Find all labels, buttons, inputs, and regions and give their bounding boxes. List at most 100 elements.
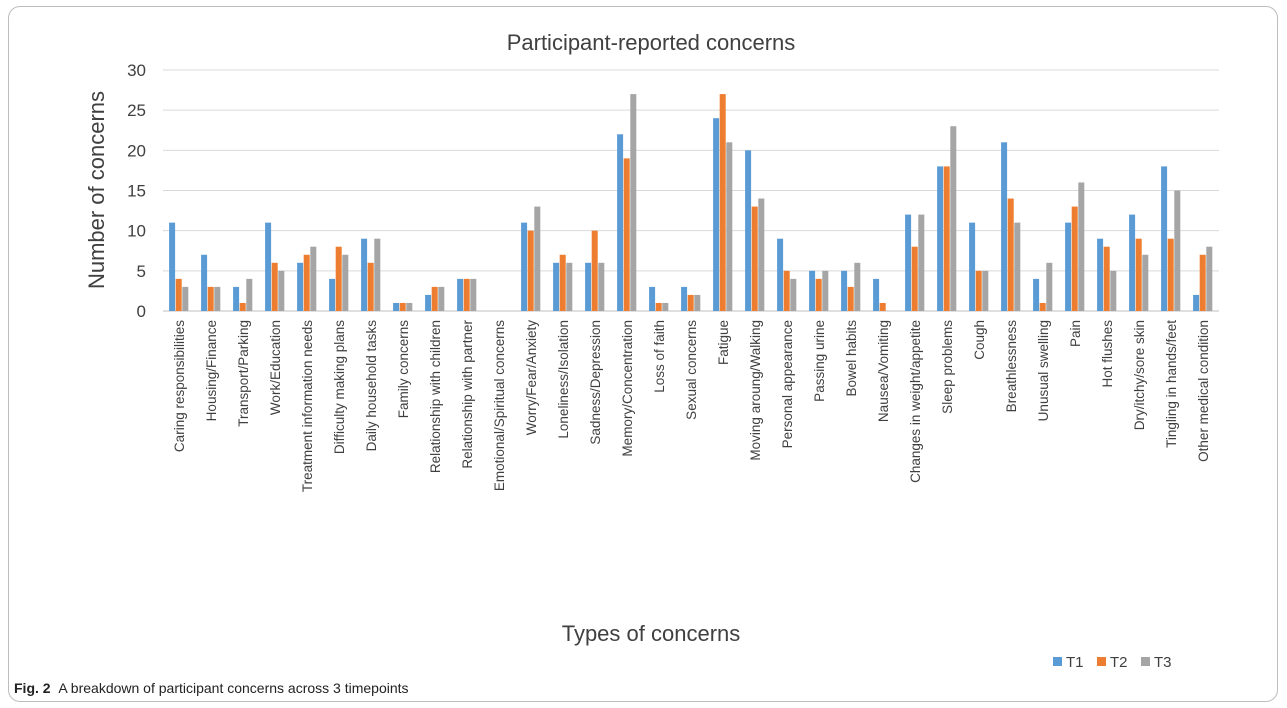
x-tick-label: Relationship with children <box>428 320 443 473</box>
bar-t2 <box>911 246 918 311</box>
x-tick-label: Other medical condition <box>1196 320 1211 462</box>
x-tick-label: Sleep problems <box>940 320 955 414</box>
bar-t3 <box>1206 246 1213 311</box>
x-tick-label: Difficulty making plans <box>332 320 347 454</box>
bar-t3 <box>662 302 669 311</box>
y-tick-label: 5 <box>137 262 146 281</box>
bar-t1 <box>393 302 400 311</box>
bar-t1 <box>1065 222 1072 311</box>
bar-t1 <box>297 262 304 311</box>
y-tick-label: 15 <box>127 182 146 201</box>
x-tick-label: Changes in weight/appetite <box>908 320 923 483</box>
bar-t2 <box>943 166 950 311</box>
bar-t1 <box>841 270 848 311</box>
legend-label-t2: T2 <box>1110 654 1128 671</box>
y-tick-label: 25 <box>127 101 146 120</box>
bar-t2 <box>879 302 886 311</box>
x-tick-label: Treatment information needs <box>300 320 315 492</box>
x-tick-label: Emotional/Spiritual concerns <box>492 320 507 491</box>
bar-t2 <box>431 286 438 311</box>
bar-t3 <box>342 254 349 311</box>
bar-t1 <box>1129 214 1136 311</box>
bar-t3 <box>854 262 861 311</box>
bar-t2 <box>815 278 822 311</box>
bar-t2 <box>239 302 246 311</box>
bar-t2 <box>527 230 534 311</box>
bar-t3 <box>982 270 989 311</box>
bar-t1 <box>713 118 720 311</box>
bar-t1 <box>361 238 368 311</box>
x-tick-label: Sexual concerns <box>684 320 699 420</box>
bar-t3 <box>630 94 637 311</box>
bar-t3 <box>278 270 285 311</box>
bar-t1 <box>425 294 432 311</box>
y-tick-label: 20 <box>127 141 146 160</box>
bar-t3 <box>438 286 445 311</box>
bar-t3 <box>598 262 605 311</box>
x-tick-label: Housing/Finance <box>204 320 219 421</box>
bar-t2 <box>367 262 374 311</box>
bar-t2 <box>751 206 758 311</box>
x-tick-label: Loneliness/Isolation <box>556 320 571 439</box>
bar-t1 <box>169 222 176 311</box>
bar-t3 <box>1142 254 1149 311</box>
bar-t2 <box>623 158 630 311</box>
bar-t3 <box>758 198 765 311</box>
x-tick-label: Hot flushes <box>1100 320 1115 388</box>
bar-t3 <box>726 142 733 311</box>
legend-swatch-t2 <box>1097 657 1106 666</box>
x-tick-label: Sadness/Depression <box>588 320 603 445</box>
bar-t1 <box>873 278 880 311</box>
x-tick-label: Loss of faith <box>652 320 667 393</box>
bar-t3 <box>566 262 573 311</box>
bar-t1 <box>585 262 592 311</box>
bar-t1 <box>809 270 816 311</box>
figure-caption-label: Fig. 2 <box>14 680 51 696</box>
bar-t3 <box>790 278 797 311</box>
bar-t2 <box>1007 198 1014 311</box>
x-tick-label: Passing urine <box>812 320 827 402</box>
y-tick-label: 0 <box>137 302 146 321</box>
bar-t3 <box>534 206 541 311</box>
bar-t2 <box>303 254 310 311</box>
bar-t1 <box>521 222 528 311</box>
bar-t1 <box>681 286 688 311</box>
bar-t1 <box>265 222 272 311</box>
bar-t1 <box>969 222 976 311</box>
bar-t2 <box>975 270 982 311</box>
chart-title: Participant-reported concerns <box>507 30 796 55</box>
bar-t1 <box>777 238 784 311</box>
bar-t1 <box>1001 142 1008 311</box>
x-tick-label: Bowel habits <box>844 320 859 397</box>
bar-t3 <box>694 294 701 311</box>
bar-t2 <box>1199 254 1206 311</box>
bar-t3 <box>310 246 317 311</box>
x-tick-label: Fatigue <box>716 320 731 365</box>
bar-t1 <box>553 262 560 311</box>
x-tick-label: Worry/Fear/Anxiety <box>524 320 539 436</box>
x-axis-label: Types of concerns <box>562 621 741 646</box>
figure-caption: Fig. 2 A breakdown of participant concer… <box>14 680 409 696</box>
x-tick-label: Pain <box>1068 320 1083 347</box>
legend-swatch-t1 <box>1053 657 1062 666</box>
bar-t3 <box>822 270 829 311</box>
x-tick-label: Transport/Parking <box>236 320 251 427</box>
bar-t1 <box>233 286 240 311</box>
bar-t2 <box>399 302 406 311</box>
figure-caption-text: A breakdown of participant concerns acro… <box>58 680 409 696</box>
bar-t3 <box>470 278 477 311</box>
bar-t2 <box>207 286 214 311</box>
y-tick-label: 10 <box>127 222 146 241</box>
x-tick-label: Daily household tasks <box>364 320 379 452</box>
bar-t3 <box>1110 270 1117 311</box>
bar-t3 <box>246 278 253 311</box>
x-tick-label: Relationship with partner <box>460 320 475 469</box>
bar-t2 <box>559 254 566 311</box>
bar-t1 <box>1033 278 1040 311</box>
x-tick-label: Cough <box>972 320 987 360</box>
bar-t2 <box>1103 246 1110 311</box>
x-tick-label: Memory/Concentration <box>620 320 635 457</box>
bar-t3 <box>1174 190 1181 311</box>
bar-t2 <box>1135 238 1142 311</box>
